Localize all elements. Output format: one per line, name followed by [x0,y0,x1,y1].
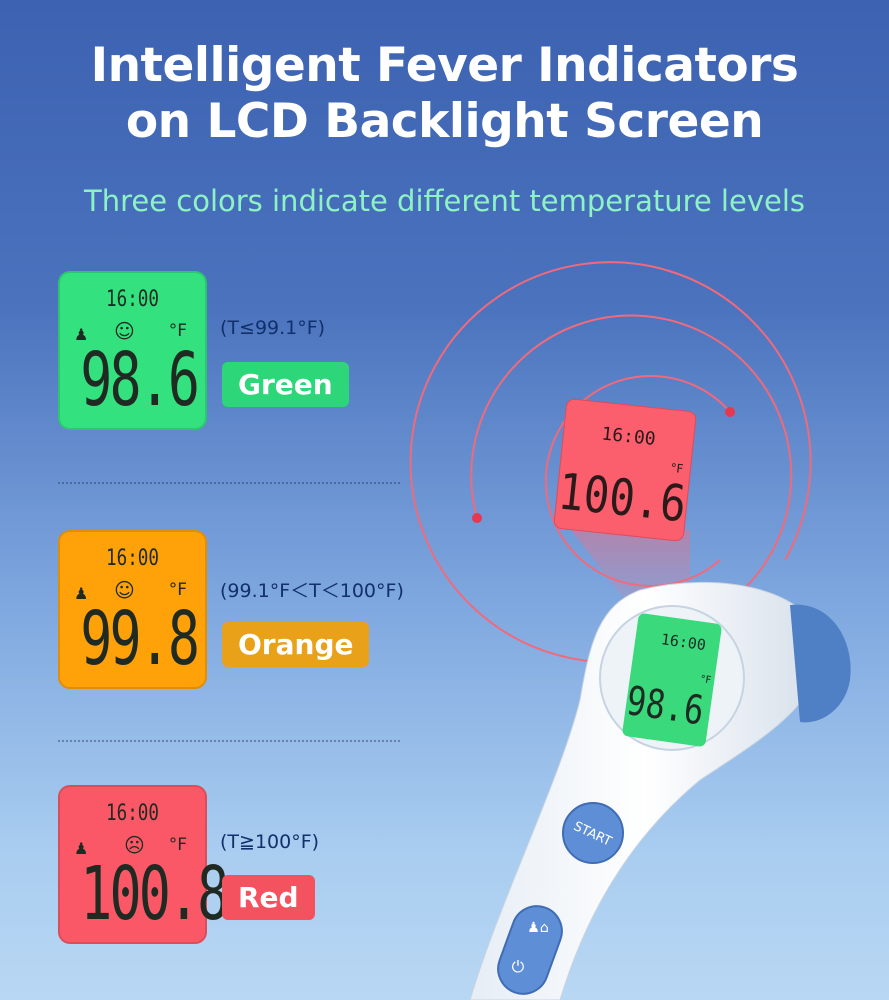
start-button[interactable]: START [562,802,624,864]
lcd-panel-orange: 16:00 ♟ ☺ °F 99.8 [58,530,207,689]
lcd-panel-green: 16:00 ♟ ☺ °F 98.6 [58,271,207,430]
lcd-time: 16:00 [106,546,159,571]
power-icon: ⏻ [512,957,525,976]
range-orange: (99.1°F＜T＜100°F) [220,580,404,602]
divider [58,482,400,484]
person-icon: ♟ [74,584,89,603]
smiley-face-icon: ☺ [114,578,135,602]
lcd-time: 16:00 [106,801,159,826]
person-icon: ♟ [74,839,89,858]
lcd-time: 16:00 [106,287,159,312]
projected-unit: °F [670,461,684,476]
wave-dot [472,513,482,523]
badge-green: Green [222,362,349,407]
person-house-mode-icon: ♟⌂ [527,920,548,936]
range-red: (T≧100°F) [220,831,320,853]
mode-power-button[interactable]: ♟⌂ ⏻ [491,899,569,1000]
lcd-unit: °F [168,835,187,855]
title-line-1: Intelligent Fever Indicators [90,38,799,93]
subtitle: Three colors indicate different temperat… [83,184,806,218]
device-screen-green: 16:00 °F 98.6 [622,613,722,747]
screen-reading: 98.6 [624,677,707,735]
title-line-2: on LCD Backlight Screen [125,94,764,149]
lcd-reading: 99.8 [80,596,200,682]
lcd-panel-red: 16:00 ♟ ☹ °F 100.8 [58,785,229,944]
smiley-face-icon: ☺ [114,319,135,343]
lcd-unit: °F [168,321,187,341]
range-green: (T≤99.1°F) [220,317,326,339]
divider [58,740,400,742]
projected-reading: 100.6 [555,462,688,533]
probe-cap [790,604,851,723]
sad-face-icon: ☹ [124,833,145,857]
lcd-reading: 98.6 [80,337,200,423]
badge-orange: Orange [222,622,370,667]
screen-unit: °F [700,674,712,686]
projected-lcd-red: 16:00 °F 100.6 [553,398,697,542]
wave-dot [725,407,735,417]
person-icon: ♟ [74,325,89,344]
badge-red: Red [222,875,315,920]
lcd-unit: °F [168,580,187,600]
